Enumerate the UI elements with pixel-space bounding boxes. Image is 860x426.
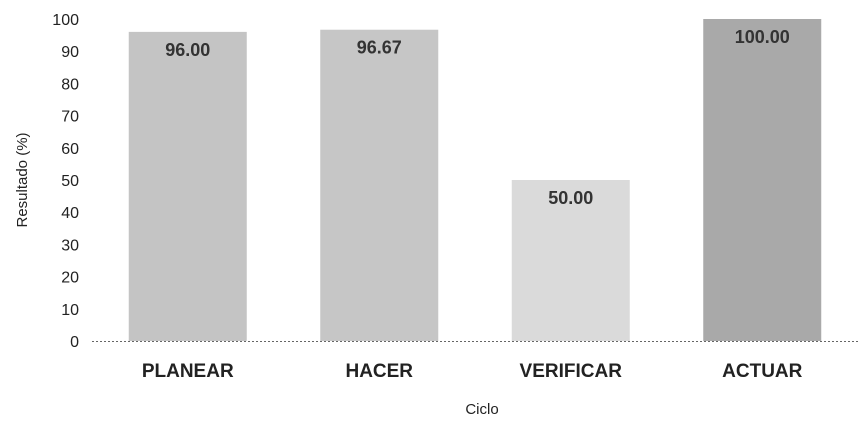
bar-actuar bbox=[703, 19, 822, 341]
bar-verificar bbox=[511, 180, 630, 341]
x-axis-categories: PLANEAR HACER VERIFICAR ACTUAR bbox=[142, 361, 803, 382]
x-category-label: ACTUAR bbox=[722, 361, 802, 382]
x-category-label: PLANEAR bbox=[142, 361, 234, 382]
bar-planear bbox=[128, 31, 247, 341]
data-labels: 96.00 96.67 50.00 100.00 bbox=[165, 27, 790, 208]
bar-value-label: 96.67 bbox=[357, 38, 402, 58]
bar-value-label: 50.00 bbox=[548, 188, 593, 208]
x-axis-title: Ciclo bbox=[465, 401, 498, 418]
y-axis-title: Resultado (%) bbox=[14, 132, 31, 227]
x-category-label: VERIFICAR bbox=[520, 361, 623, 382]
bar-value-label: 100.00 bbox=[735, 27, 790, 47]
y-tick-label: 70 bbox=[61, 109, 79, 126]
y-tick-label: 60 bbox=[61, 141, 79, 158]
bar-hacer bbox=[320, 29, 439, 342]
bars bbox=[128, 19, 822, 342]
y-tick-label: 100 bbox=[52, 12, 79, 29]
y-axis-ticks: 0 10 20 30 40 50 60 70 80 90 100 bbox=[52, 12, 79, 351]
y-tick-label: 10 bbox=[61, 302, 79, 319]
y-tick-label: 50 bbox=[61, 173, 79, 190]
y-tick-label: 20 bbox=[61, 270, 79, 287]
y-tick-label: 80 bbox=[61, 76, 79, 93]
y-tick-label: 40 bbox=[61, 205, 79, 222]
y-tick-label: 90 bbox=[61, 44, 79, 61]
y-tick-label: 0 bbox=[70, 334, 79, 351]
bar-value-label: 96.00 bbox=[165, 40, 210, 60]
x-category-label: HACER bbox=[345, 361, 413, 382]
y-tick-label: 30 bbox=[61, 237, 79, 254]
